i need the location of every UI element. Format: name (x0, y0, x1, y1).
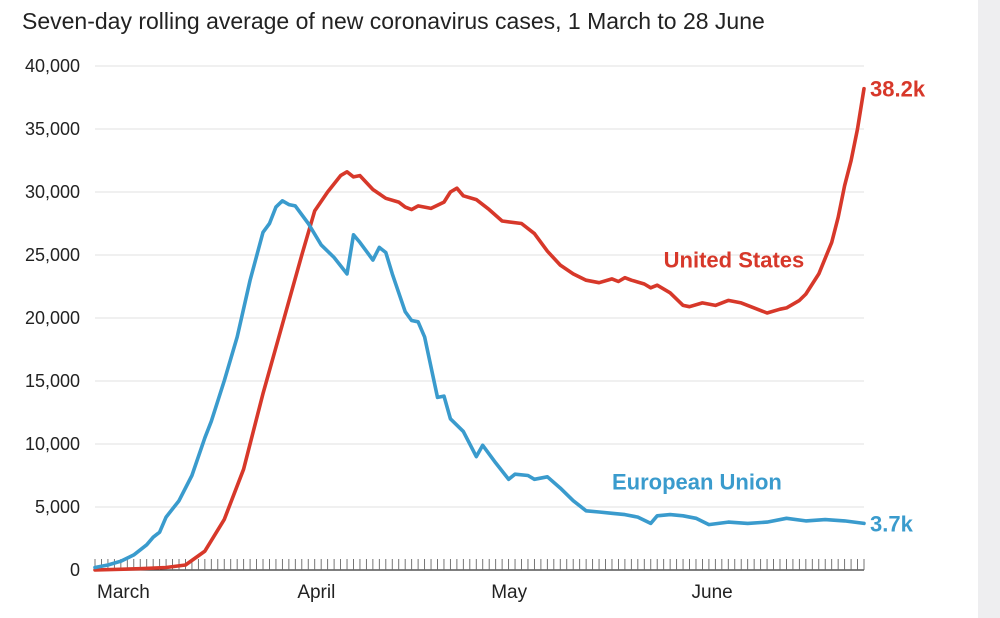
y-tick-label: 35,000 (25, 119, 80, 139)
y-tick-label: 30,000 (25, 182, 80, 202)
end-label-european-union: 3.7k (870, 511, 914, 536)
series-line-united-states (93, 86, 866, 572)
y-tick-label: 10,000 (25, 434, 80, 454)
y-tick-label: 5,000 (35, 497, 80, 517)
y-tick-label: 40,000 (25, 56, 80, 76)
y-tick-label: 25,000 (25, 245, 80, 265)
series-lines (93, 86, 866, 572)
x-month-label: April (297, 582, 335, 603)
end-label-united-states: 38.2k (870, 77, 926, 102)
y-tick-label: 0 (70, 560, 80, 580)
series-label-european-union: European Union (612, 469, 782, 494)
series-label-united-states: United States (664, 248, 805, 273)
gridlines (95, 65, 864, 508)
chart-title: Seven-day rolling average of new coronav… (22, 8, 765, 34)
x-month-label: June (692, 582, 733, 603)
side-strip (978, 0, 1000, 618)
x-month-label: May (491, 582, 527, 603)
line-chart: 0 5,000 10,000 15,000 20,000 25,000 30,000 35,0… (25, 56, 926, 603)
series-labels: United States European Union 38.2k 3.7k (612, 77, 926, 537)
y-tick-label: 20,000 (25, 308, 80, 328)
x-month-label: March (97, 582, 150, 603)
series-line-european-union (93, 199, 866, 570)
x-axis: March April May June (94, 559, 865, 603)
y-tick-label: 15,000 (25, 371, 80, 391)
y-axis: 0 5,000 10,000 15,000 20,000 25,000 30,000 35,0… (25, 56, 80, 580)
